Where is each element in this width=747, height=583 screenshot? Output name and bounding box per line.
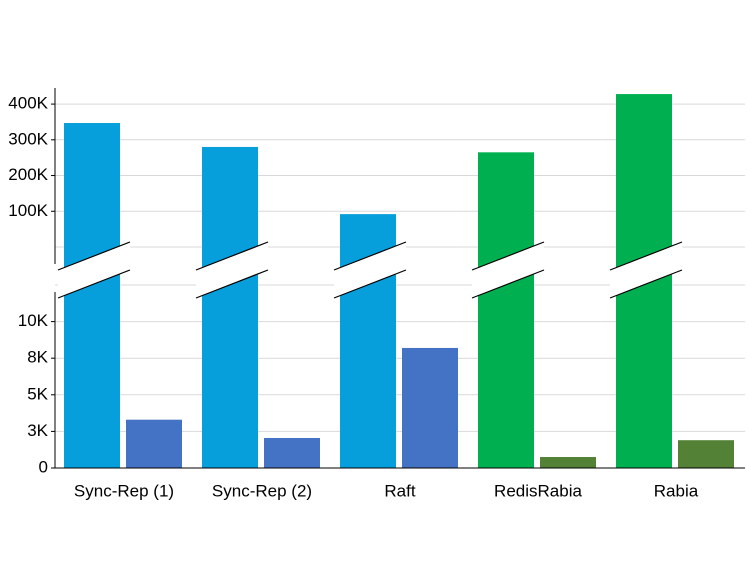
axis-break-line — [333, 269, 407, 299]
x-tick-label: Sync-Rep (2) — [212, 481, 312, 500]
bar — [202, 146, 258, 468]
x-tick-label: Raft — [384, 481, 415, 500]
bar — [402, 347, 458, 468]
axis-break — [58, 242, 130, 298]
bar — [64, 123, 120, 468]
axis-break-line — [609, 241, 683, 271]
plot: 0 3K 5K 8K 10K 100K 200K 300K 400K Sync-Rep (1) Sy… — [8, 88, 745, 500]
axis-break-line — [471, 269, 545, 299]
y-tick-label: 3K — [27, 421, 48, 440]
y-tick-label: 8K — [27, 348, 48, 367]
axis-break-line — [57, 269, 131, 299]
x-tick-label: RedisRabia — [494, 481, 582, 500]
axis-break — [610, 242, 682, 298]
y-tick-label: 200K — [8, 165, 48, 184]
bar — [264, 437, 320, 468]
y-tick-label: 5K — [27, 384, 48, 403]
axis-break-line — [195, 269, 269, 299]
axis-break-line — [195, 241, 269, 271]
x-tick-label: Sync-Rep (1) — [74, 481, 174, 500]
y-tick-label: 100K — [8, 201, 48, 220]
bar — [478, 152, 534, 468]
y-tick-label: 10K — [18, 311, 49, 330]
axis-break-line — [57, 241, 131, 271]
axis-break — [472, 242, 544, 298]
bar — [126, 419, 182, 468]
bar — [678, 440, 734, 468]
x-tick-label: Rabia — [654, 481, 699, 500]
axis-break-line — [471, 241, 545, 271]
bar — [540, 457, 596, 468]
y-tick-label: 0 — [39, 457, 48, 476]
y-tick-label: 400K — [8, 94, 48, 113]
axis-break-line — [609, 269, 683, 299]
axis-break — [334, 242, 406, 298]
y-tick-label: 300K — [8, 129, 48, 148]
axis-break — [196, 242, 268, 298]
axis-break-line — [333, 241, 407, 271]
